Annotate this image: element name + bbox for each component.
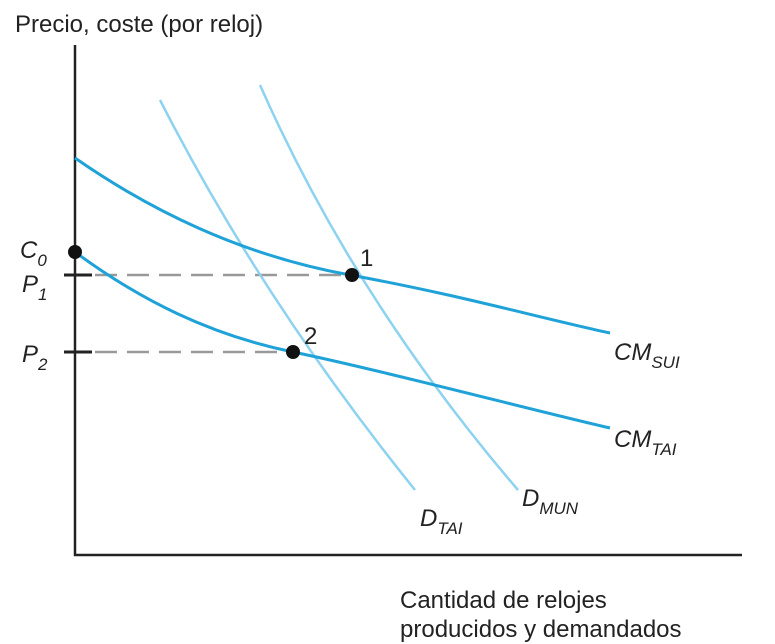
cost-curve (74, 250, 611, 430)
y-axis-label: Precio, coste (por reloj) (15, 11, 263, 38)
point (345, 268, 359, 282)
x-axis-label: Cantidad de relojes (400, 587, 607, 614)
point-label: 1 (360, 245, 373, 272)
tick-label: C0 (20, 237, 47, 270)
curve-label: CMTAI (614, 426, 677, 459)
x-axis-label: producidos y demandados (400, 616, 682, 643)
demand-curve (158, 99, 416, 491)
point-label: 2 (304, 323, 317, 350)
curve-label: CMSUI (614, 339, 680, 372)
demand-curve (258, 84, 519, 491)
tick-label: P1 (22, 271, 47, 304)
curve-label: DTAI (420, 505, 463, 538)
point (286, 345, 300, 359)
tick-label: P2 (22, 341, 48, 374)
point (68, 245, 82, 259)
curve-label: DMUN (522, 485, 579, 518)
